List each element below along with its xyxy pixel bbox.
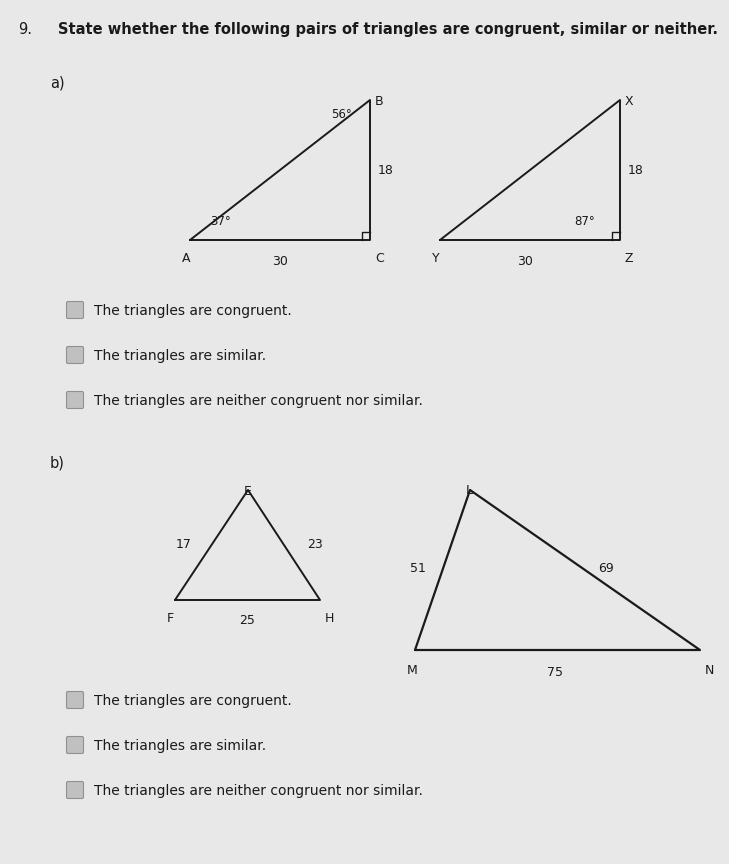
FancyBboxPatch shape: [66, 302, 84, 319]
Text: The triangles are congruent.: The triangles are congruent.: [94, 694, 292, 708]
Text: 30: 30: [517, 255, 533, 268]
FancyBboxPatch shape: [66, 346, 84, 364]
Text: The triangles are similar.: The triangles are similar.: [94, 349, 266, 363]
Text: 37°: 37°: [210, 215, 231, 228]
Text: State whether the following pairs of triangles are congruent, similar or neither: State whether the following pairs of tri…: [58, 22, 718, 37]
Text: Z: Z: [625, 252, 634, 265]
Text: a): a): [50, 75, 65, 90]
Text: 25: 25: [239, 614, 255, 627]
Text: Y: Y: [432, 252, 440, 265]
Text: 87°: 87°: [574, 215, 595, 228]
Text: 51: 51: [410, 562, 426, 575]
Text: X: X: [625, 95, 634, 108]
Text: 30: 30: [272, 255, 288, 268]
FancyBboxPatch shape: [66, 391, 84, 409]
Text: H: H: [325, 612, 335, 625]
Text: The triangles are congruent.: The triangles are congruent.: [94, 304, 292, 318]
Text: 9.: 9.: [18, 22, 32, 37]
Text: F: F: [167, 612, 174, 625]
Text: b): b): [50, 455, 65, 470]
Text: 18: 18: [628, 163, 644, 176]
Text: L: L: [466, 484, 473, 497]
FancyBboxPatch shape: [66, 736, 84, 753]
Text: 23: 23: [307, 538, 323, 551]
Text: A: A: [182, 252, 190, 265]
Text: The triangles are neither congruent nor similar.: The triangles are neither congruent nor …: [94, 394, 423, 408]
Text: M: M: [407, 664, 418, 677]
Text: C: C: [375, 252, 383, 265]
FancyBboxPatch shape: [66, 691, 84, 708]
Text: The triangles are neither congruent nor similar.: The triangles are neither congruent nor …: [94, 784, 423, 798]
Text: 18: 18: [378, 163, 394, 176]
Text: 56°: 56°: [331, 108, 352, 121]
Text: N: N: [705, 664, 714, 677]
Text: E: E: [244, 485, 252, 498]
Text: 69: 69: [598, 562, 614, 575]
Text: B: B: [375, 95, 383, 108]
FancyBboxPatch shape: [66, 782, 84, 798]
Text: 17: 17: [176, 538, 192, 551]
Text: 75: 75: [547, 666, 563, 679]
Text: The triangles are similar.: The triangles are similar.: [94, 739, 266, 753]
